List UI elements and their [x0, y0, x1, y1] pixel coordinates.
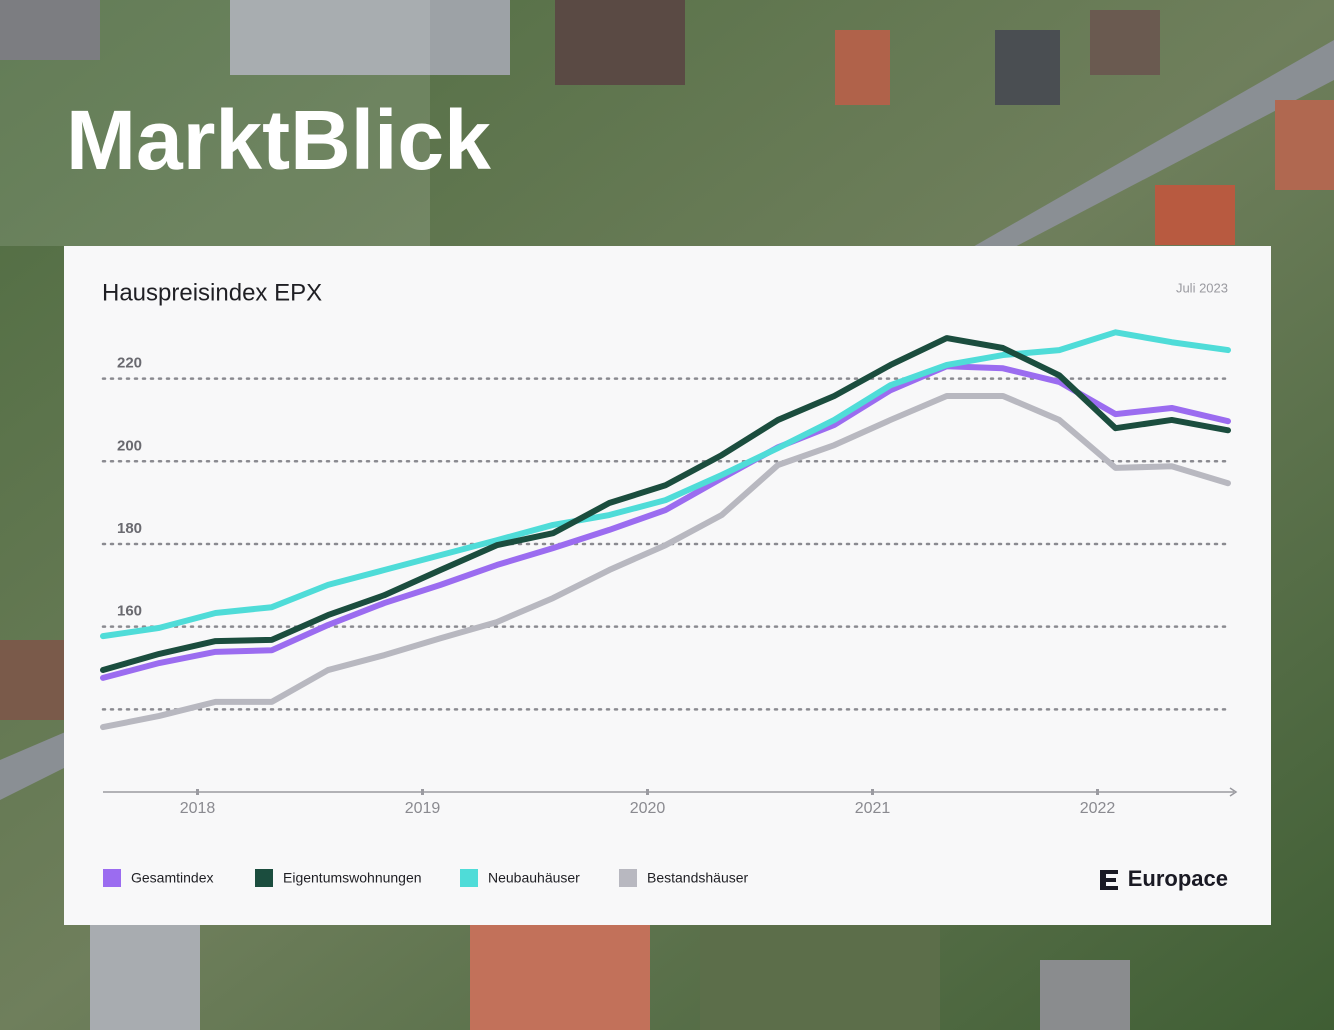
chart-card [64, 246, 1271, 925]
chart-title: Hauspreisindex EPX [102, 279, 322, 306]
x-tick-label: 2020 [630, 800, 666, 817]
y-tick-label: 200 [117, 437, 142, 454]
legend-label: Gesamtindex [131, 870, 213, 886]
brand-title: MarktBlick [66, 93, 491, 187]
logo: Europace [1128, 866, 1228, 891]
y-tick-label: 220 [117, 355, 142, 372]
legend-swatch [460, 869, 478, 887]
chart-date: Juli 2023 [1176, 280, 1228, 295]
y-tick-label: 160 [117, 603, 142, 620]
x-tick-label: 2018 [180, 800, 216, 817]
y-tick-label: 180 [117, 520, 142, 537]
series-line [100, 392, 1231, 731]
legend-swatch [103, 869, 121, 887]
logo-icon [1100, 870, 1118, 890]
series-line [100, 363, 1231, 681]
legend-swatch [255, 869, 273, 887]
series-line [100, 329, 1231, 640]
legend-label: Neubauhäuser [488, 870, 580, 886]
legend-label: Bestandshäuser [647, 870, 749, 886]
legend-label: Eigentumswohnungen [283, 870, 422, 886]
legend-swatch [619, 869, 637, 887]
x-tick-label: 2019 [405, 800, 441, 817]
x-axis-arrow [1229, 787, 1238, 797]
series-line [100, 335, 1231, 674]
x-tick-label: 2021 [855, 800, 891, 817]
x-tick-label: 2022 [1080, 800, 1116, 817]
